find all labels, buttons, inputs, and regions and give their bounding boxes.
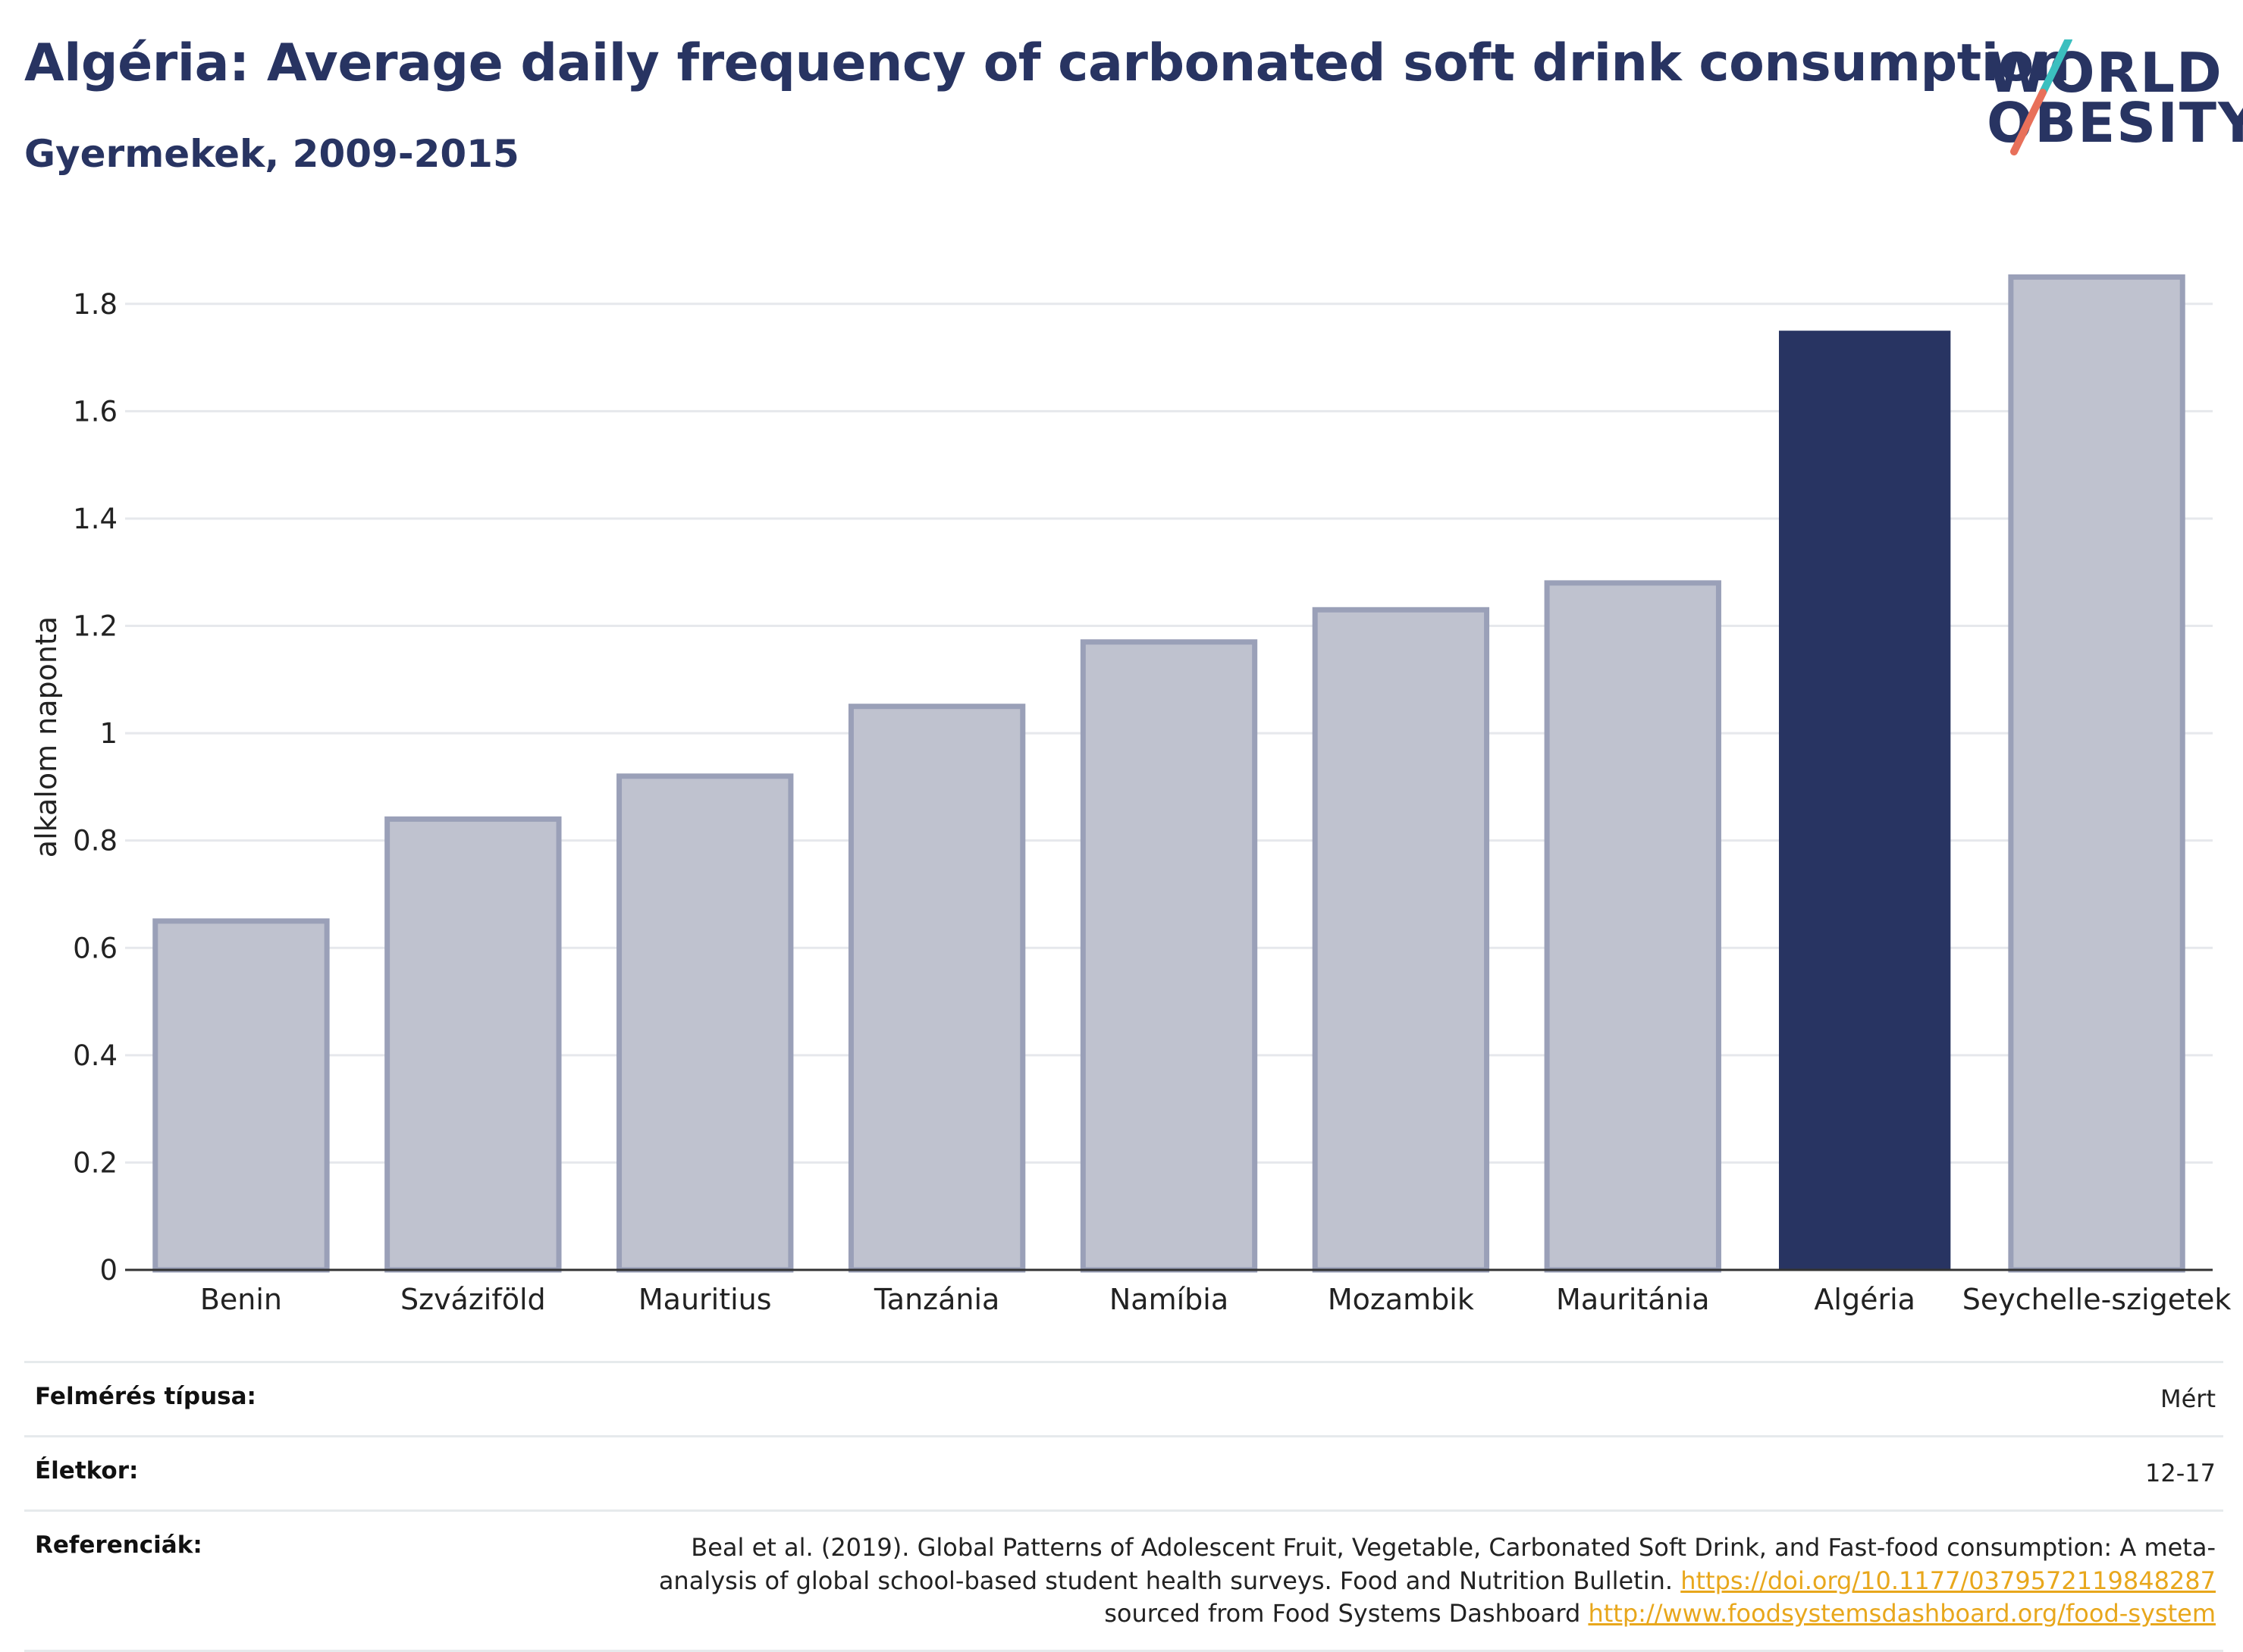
bar-mauritius <box>616 773 794 1273</box>
x-tick-label: Mozambik <box>1328 1283 1474 1316</box>
bar-benin <box>152 918 330 1273</box>
y-tick-label: 0.2 <box>73 1146 118 1179</box>
age-row: Életkor: 12-17 <box>24 1435 2223 1509</box>
logo-line-1: WORLD <box>1987 41 2223 105</box>
y-tick-label: 1.6 <box>73 395 118 428</box>
bars <box>152 274 2185 1273</box>
logo-slash-icon <box>2010 39 2072 155</box>
x-tick-label: Mauritánia <box>1556 1283 1709 1316</box>
y-tick-label: 1.8 <box>73 288 118 321</box>
x-tick-label: Tanzánia <box>874 1283 999 1316</box>
bar-seychelle-szigetek <box>2008 274 2185 1273</box>
metadata-table: Felmérés típusa: Mért Életkor: 12-17 Ref… <box>24 1361 2223 1652</box>
references-row: Referenciák: Beal et al. (2019). Global … <box>24 1509 2223 1652</box>
y-tick-label: 0.8 <box>73 825 118 857</box>
y-tick-label: 0 <box>99 1254 118 1287</box>
survey-type-value: Mért <box>2160 1384 2216 1413</box>
bar-chart: 0 0.2 0.4 0.6 0.8 1 1.2 1.4 1.6 1.8 Benin Szváziföl… <box>30 274 2231 1316</box>
x-tick-label: Mauritius <box>638 1283 772 1316</box>
x-tick-label: Benin <box>200 1283 282 1316</box>
bar-mauritánia <box>1544 580 1721 1273</box>
bar-algéria <box>1778 331 1951 1270</box>
bar-namíbia <box>1080 639 1258 1273</box>
bar-mozambik <box>1312 607 1490 1273</box>
bar-tanzánia <box>848 704 1026 1273</box>
world-obesity-logo: WORLD OBESITY <box>1987 39 2243 161</box>
reference-dashboard-link[interactable]: http://www.foodsystemsdashboard.org/food… <box>1588 1598 2216 1628</box>
age-value: 12-17 <box>2145 1459 2216 1488</box>
bar-szváziföld <box>384 816 562 1273</box>
y-tick-label: 1.2 <box>73 610 118 643</box>
x-tick-label: Seychelle-szigetek <box>1962 1283 2232 1316</box>
chart-title: Algéria: Average daily frequency of carb… <box>24 33 2070 93</box>
survey-type-label: Felmérés típusa: <box>35 1383 256 1410</box>
y-tick-label: 1 <box>99 717 118 750</box>
reference-doi-link[interactable]: https://doi.org/10.1177/0379572119848287 <box>1680 1566 2216 1595</box>
references-label: Referenciák: <box>35 1531 202 1560</box>
y-tick-label: 0.6 <box>73 932 118 964</box>
reference-text-1: Beal et al. (2019). Global Patterns of A… <box>658 1533 2216 1595</box>
reference-text-2: sourced from Food Systems Dashboard <box>1104 1598 1581 1628</box>
references-value: Beal et al. (2019). Global Patterns of A… <box>623 1531 2216 1630</box>
y-axis-label: alkalom naponta <box>30 616 63 857</box>
x-tick-label: Algéria <box>1814 1283 1915 1316</box>
x-tick-label: Namíbia <box>1109 1283 1228 1316</box>
survey-type-row: Felmérés típusa: Mért <box>24 1361 2223 1435</box>
chart-subtitle: Gyermekek, 2009-2015 <box>24 132 519 176</box>
y-tick-label: 1.4 <box>73 503 118 535</box>
axes: 0 0.2 0.4 0.6 0.8 1 1.2 1.4 1.6 1.8 Benin Szváziföl… <box>73 288 2231 1316</box>
age-label: Életkor: <box>35 1457 139 1485</box>
y-tick-label: 0.4 <box>73 1039 118 1072</box>
x-tick-label: Szváziföld <box>400 1283 546 1316</box>
